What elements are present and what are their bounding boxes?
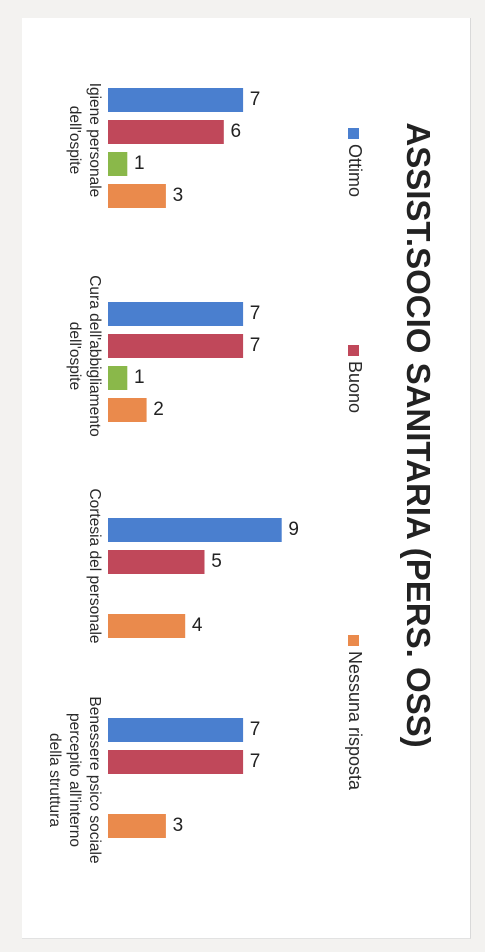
bar-ottimo-1 — [108, 88, 244, 112]
category-labels: Igiene personaledell'ospite Cura dell'abb… — [46, 83, 103, 864]
bar-nessuna-risposta-1 — [107, 184, 166, 208]
legend-label-ottimo: Ottimo — [345, 144, 365, 197]
chart-bars — [107, 88, 282, 838]
legend-label-buono: Buono — [345, 361, 365, 413]
category-label-1: Igiene personaledell'ospite — [66, 83, 103, 198]
bar-nessuna-risposta-3 — [108, 614, 186, 638]
bar-ottimo-4 — [108, 718, 244, 742]
value-label: 1 — [134, 367, 145, 388]
bar-ottimo-2 — [108, 302, 244, 326]
bar-ottimo-3 — [108, 518, 282, 542]
legend-label-nessuna-risposta: Nessuna risposta — [345, 651, 365, 791]
value-label: 2 — [153, 399, 164, 420]
bar-nessuna-risposta-2 — [108, 398, 147, 422]
value-label: 7 — [250, 335, 261, 356]
bar-buono-1 — [107, 120, 224, 144]
paper-sheet — [22, 18, 471, 939]
value-label: 7 — [250, 303, 261, 324]
value-label: 6 — [231, 121, 242, 142]
category-label-2: Cura dell'abbigliamentodell'ospite — [66, 275, 103, 437]
legend-swatch-nessuna-risposta — [348, 635, 359, 646]
chart-legend: Ottimo Buono Nessuna risposta — [345, 128, 365, 791]
value-label: 3 — [173, 185, 184, 206]
bar-buono-4 — [108, 750, 244, 774]
category-label-4: Benessere psico socialepercepito all'int… — [46, 696, 103, 863]
value-label: 1 — [134, 153, 145, 174]
value-label: 4 — [192, 615, 203, 636]
chart-title: ASSIST.SOCIO SANITARIA (PERS. OSS) — [400, 122, 437, 747]
bar-nessuna-risposta-4 — [107, 814, 166, 838]
legend-swatch-ottimo — [348, 128, 359, 139]
value-label: 7 — [250, 89, 261, 110]
bar-buono-3 — [108, 550, 205, 574]
bar-series-3-2 — [107, 366, 128, 390]
bar-buono-2 — [108, 334, 244, 358]
bar-series-3-1 — [107, 152, 128, 176]
value-label: 7 — [250, 719, 261, 740]
category-label-3: Cortesia del personale — [86, 488, 103, 643]
value-label: 5 — [211, 551, 222, 572]
value-label: 7 — [250, 751, 261, 772]
legend-swatch-buono — [348, 345, 359, 356]
value-label: 9 — [288, 519, 299, 540]
value-label: 3 — [173, 815, 184, 836]
